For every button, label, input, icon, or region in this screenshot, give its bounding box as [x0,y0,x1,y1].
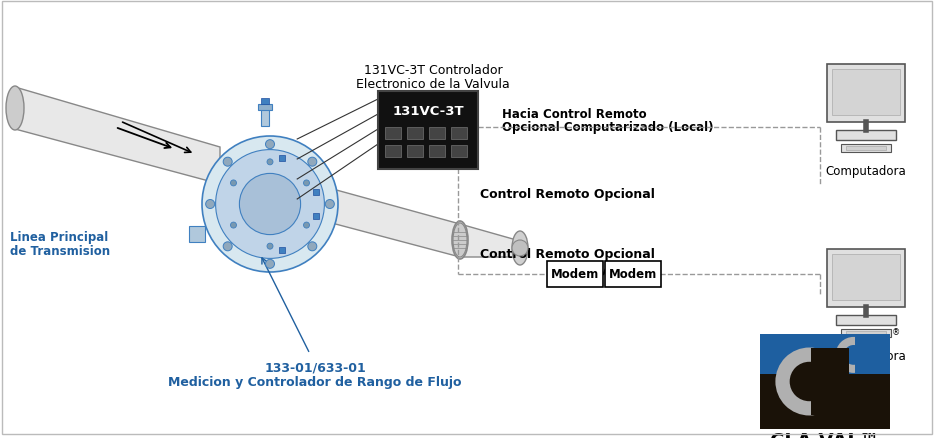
Text: de Transmision: de Transmision [10,245,110,258]
Text: CLA-VAL™: CLA-VAL™ [770,431,880,438]
FancyBboxPatch shape [605,261,661,287]
FancyBboxPatch shape [451,128,467,140]
Text: Hacia Control Remoto: Hacia Control Remoto [502,108,647,121]
Text: ®: ® [892,328,900,337]
Circle shape [308,158,316,167]
Text: Control Remoto Opcional: Control Remoto Opcional [480,248,655,261]
Text: Modem: Modem [551,268,599,281]
Text: Linea Principal: Linea Principal [10,231,109,244]
Ellipse shape [452,222,468,259]
FancyBboxPatch shape [279,155,285,162]
Circle shape [303,180,310,187]
Circle shape [775,348,843,416]
FancyBboxPatch shape [841,329,891,337]
Polygon shape [260,170,460,258]
FancyBboxPatch shape [378,92,478,170]
FancyBboxPatch shape [451,146,467,158]
FancyBboxPatch shape [827,65,905,123]
Text: Opcional Computarizado (Local): Opcional Computarizado (Local) [502,121,713,134]
FancyBboxPatch shape [313,214,319,220]
FancyBboxPatch shape [760,334,890,429]
Polygon shape [15,88,220,184]
FancyBboxPatch shape [832,254,900,300]
FancyBboxPatch shape [836,315,896,325]
Ellipse shape [512,231,528,265]
Circle shape [790,362,829,401]
Circle shape [266,260,274,269]
Circle shape [223,242,232,251]
FancyBboxPatch shape [855,337,877,373]
Circle shape [843,345,864,365]
Text: Control Remoto Opcional: Control Remoto Opcional [480,188,655,201]
Circle shape [303,223,310,229]
Circle shape [308,242,316,251]
Circle shape [266,140,274,149]
FancyBboxPatch shape [407,146,423,158]
FancyBboxPatch shape [429,128,445,140]
Text: Computadora: Computadora [826,349,906,362]
FancyBboxPatch shape [429,146,445,158]
FancyBboxPatch shape [258,105,272,111]
Ellipse shape [6,87,24,131]
Text: Medicion y Controlador de Rango de Flujo: Medicion y Controlador de Rango de Flujo [168,376,461,389]
FancyBboxPatch shape [846,331,886,335]
Circle shape [230,180,237,187]
FancyBboxPatch shape [261,109,269,127]
FancyBboxPatch shape [832,70,900,116]
FancyBboxPatch shape [189,226,205,243]
Circle shape [267,244,273,250]
FancyBboxPatch shape [407,128,423,140]
Circle shape [267,159,273,166]
FancyBboxPatch shape [827,249,905,307]
FancyBboxPatch shape [836,131,896,141]
Text: Computadora: Computadora [826,165,906,177]
FancyBboxPatch shape [279,247,285,254]
Text: Modem: Modem [609,268,657,281]
Circle shape [512,240,528,256]
FancyBboxPatch shape [385,128,401,140]
FancyBboxPatch shape [261,99,269,105]
FancyBboxPatch shape [846,147,886,151]
Text: 131VC-3T: 131VC-3T [392,105,464,118]
FancyBboxPatch shape [385,146,401,158]
Circle shape [836,337,871,373]
Circle shape [202,137,338,272]
Circle shape [215,150,325,259]
FancyBboxPatch shape [760,334,890,374]
Circle shape [230,223,237,229]
Text: Electronico de la Valvula: Electronico de la Valvula [356,78,510,90]
Circle shape [326,200,334,209]
Text: 131VC-3T Controlador: 131VC-3T Controlador [364,64,503,76]
Circle shape [240,174,300,235]
FancyBboxPatch shape [812,348,849,416]
Circle shape [206,200,214,209]
FancyBboxPatch shape [841,145,891,153]
Circle shape [223,158,232,167]
Text: 133-01/633-01: 133-01/633-01 [264,360,366,374]
Polygon shape [460,225,520,258]
FancyBboxPatch shape [313,189,319,195]
FancyBboxPatch shape [547,261,603,287]
